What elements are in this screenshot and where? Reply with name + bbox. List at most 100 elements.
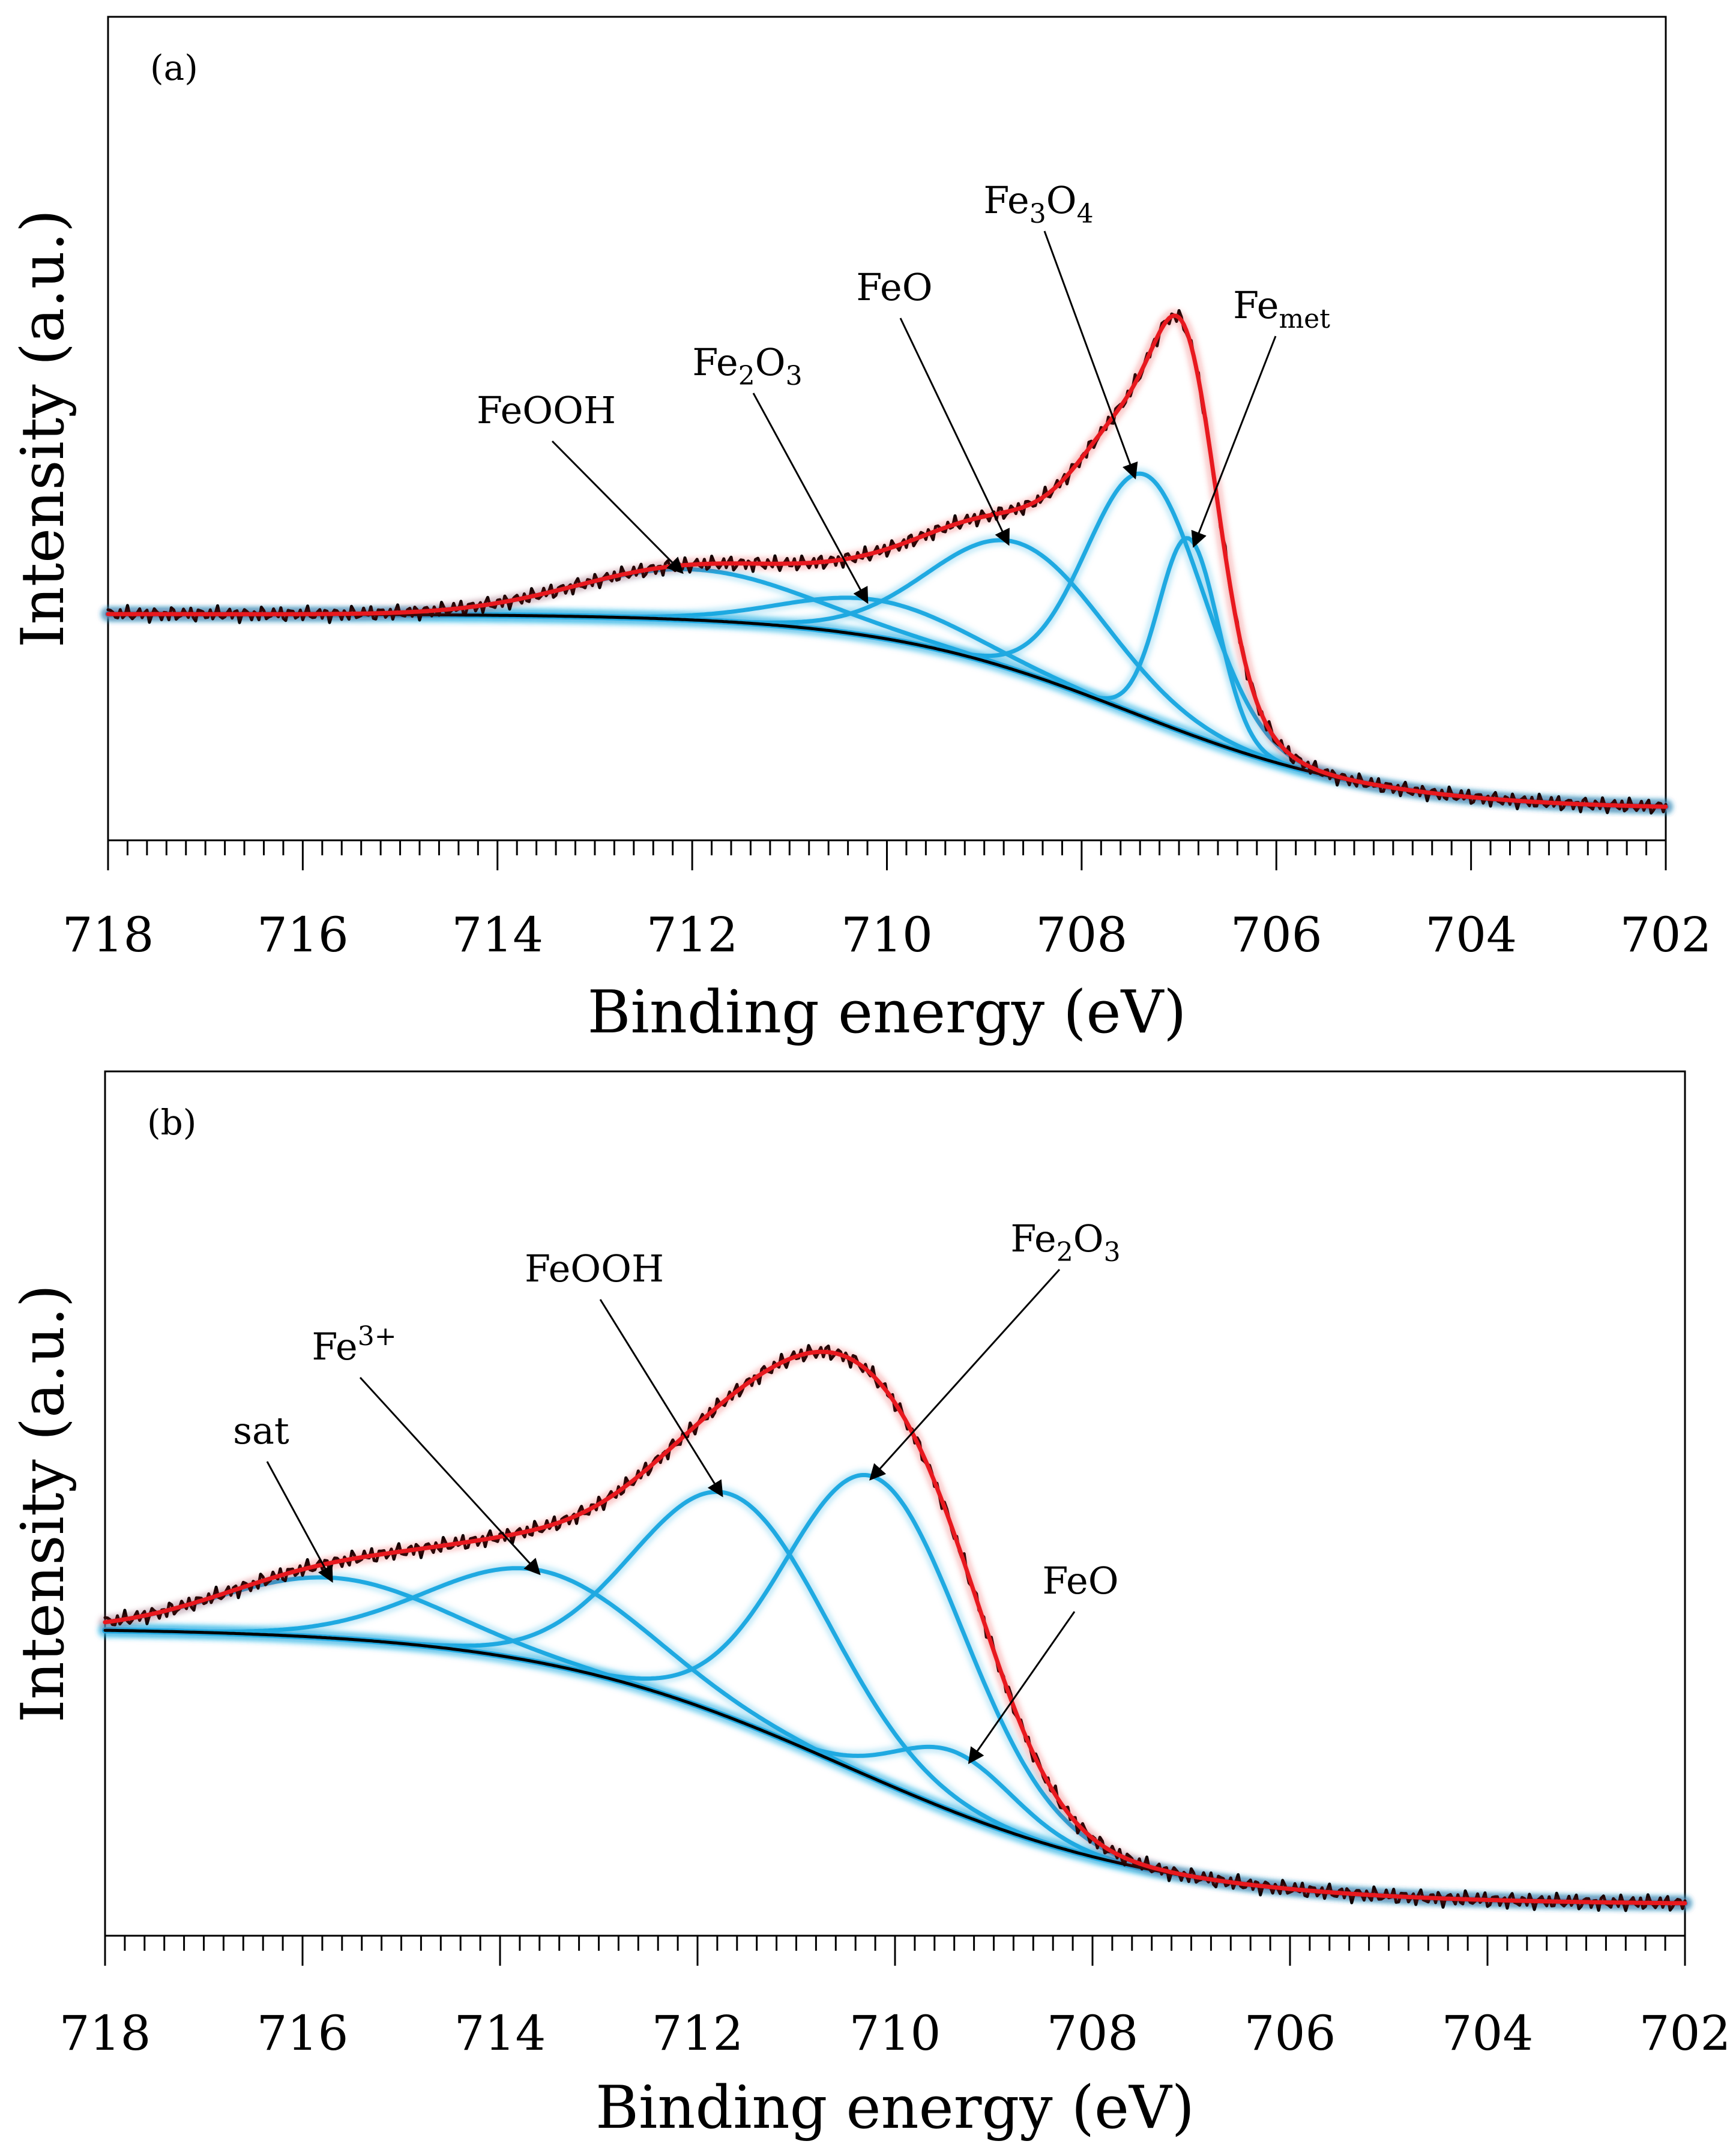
x-tick-label: 714 — [451, 907, 543, 963]
annotation-fe2o3: Fe2​O3​ — [869, 1217, 1121, 1481]
label-text: FeOOH — [477, 388, 616, 432]
component-glow — [100, 1625, 1690, 1908]
plot-frame — [104, 1070, 1686, 1937]
panel-a: (a) 718 716 714 712 710 708 706 704 702 Binding en… — [9, 16, 1712, 1047]
x-tick-label: 702 — [1639, 2005, 1731, 2061]
label-text: FeOOH — [525, 1247, 664, 1290]
annotation-arrow — [968, 1611, 1076, 1765]
label-text: sat — [233, 1409, 289, 1453]
component-glow — [103, 535, 1671, 812]
x-tick-label: 716 — [257, 2005, 349, 2061]
component-feo — [106, 538, 1668, 809]
annotation-feo: FeO — [856, 265, 1010, 546]
label-subscript: 3 — [1104, 1237, 1121, 1268]
label-subscript: 4 — [1077, 199, 1094, 229]
x-tick-label: 704 — [1442, 2005, 1534, 2061]
x-tick-label: 712 — [646, 907, 738, 963]
label-superscript: 3+ — [358, 1321, 397, 1352]
annotation-label: Fe3+​ — [312, 1321, 396, 1369]
fit-envelope — [103, 1349, 1687, 1906]
y-axis-title: Intensity (a.u.) — [9, 1284, 77, 1723]
annotation-label: FeO — [856, 265, 932, 309]
annotation-feooh: FeOOH — [525, 1247, 723, 1498]
label-text: Fe — [1010, 1217, 1056, 1260]
background-blue — [102, 1627, 1688, 1906]
annotation-feooh: FeOOH — [477, 388, 684, 574]
y-axis-title: Intensity (a.u.) — [9, 209, 77, 648]
label-subscript: met — [1279, 304, 1330, 334]
background-line — [103, 1628, 1687, 1905]
background-glow — [98, 1624, 1692, 1910]
component-fe2o3 — [103, 1473, 1687, 1906]
annotation-arrow — [599, 1299, 723, 1498]
x-axis-ticks — [107, 840, 1667, 870]
label-text-2: O — [1046, 178, 1077, 222]
x-tick-label: 718 — [62, 907, 154, 963]
measured-spectrum — [106, 309, 1668, 815]
label-subscript: 3 — [786, 361, 803, 391]
component-glow — [100, 1470, 1690, 1908]
curves — [98, 1344, 1692, 1912]
x-tick-label: 718 — [59, 2005, 151, 2061]
label-text: Fe — [312, 1325, 357, 1369]
x-tick-label: 706 — [1231, 907, 1322, 963]
annotation-label: Fe3​O4​ — [983, 178, 1093, 229]
measured-spectrum — [103, 1344, 1687, 1912]
x-tick-label: 714 — [454, 2005, 546, 2061]
envelope-glow — [103, 310, 1671, 813]
annotation-arrow — [1191, 336, 1277, 548]
component-glow — [100, 1487, 1690, 1908]
label-subscript: 3 — [1029, 199, 1046, 229]
x-axis-ticks — [104, 1936, 1686, 1966]
x-tick-label: 704 — [1425, 907, 1517, 963]
x-tick-label: 716 — [257, 907, 349, 963]
label-subscript: 2 — [738, 361, 755, 391]
annotation-label: FeOOH — [477, 388, 616, 432]
annotation-fe3o4: Fe3​O4​ — [983, 178, 1138, 480]
envelope-glow — [100, 1346, 1690, 1909]
x-axis-title: Binding energy (eV) — [595, 2074, 1195, 2142]
annotation-fe3plus: Fe3+​ — [312, 1321, 541, 1576]
annotation-arrow — [359, 1376, 541, 1576]
x-tick-label: 712 — [652, 2005, 744, 2061]
annotation-arrow — [869, 1268, 1061, 1481]
label-text: FeO — [1042, 1559, 1118, 1603]
label-text-2: O — [1073, 1217, 1104, 1260]
label-subscript: 2 — [1056, 1237, 1073, 1268]
x-axis-title: Binding energy (eV) — [588, 978, 1187, 1047]
fit-envelope — [106, 313, 1668, 809]
annotation-arrow — [551, 440, 684, 574]
annotation-label: Fe2​O3​ — [1010, 1217, 1120, 1268]
component-glow — [103, 533, 1671, 812]
label-text-2: O — [755, 340, 786, 384]
component-femet — [106, 536, 1668, 809]
annotation-label: FeOOH — [525, 1247, 664, 1290]
label-text: Fe — [1233, 283, 1279, 327]
x-tick-label: 702 — [1620, 907, 1712, 963]
annotation-label: Femet​ — [1233, 283, 1330, 334]
x-tick-label: 708 — [1036, 907, 1128, 963]
annotation-label: FeO — [1042, 1559, 1118, 1603]
annotation-sat: sat — [233, 1409, 333, 1583]
component-feooh — [103, 1490, 1687, 1906]
label-text: FeO — [856, 265, 932, 309]
annotation-arrow — [266, 1461, 333, 1583]
plot-frame — [107, 16, 1667, 842]
label-text: Fe — [692, 340, 738, 384]
annotation-femet: Femet​ — [1191, 283, 1330, 548]
label-text: Fe — [983, 178, 1029, 222]
x-tick-label: 706 — [1244, 2005, 1336, 2061]
x-tick-label: 710 — [841, 907, 933, 963]
component-feo — [103, 1628, 1687, 1906]
annotation-arrow — [752, 393, 869, 604]
annotation-arrow — [1043, 230, 1138, 480]
x-tick-label: 708 — [1047, 2005, 1139, 2061]
panel-label: (b) — [147, 1102, 196, 1143]
annotation-arrow — [899, 318, 1010, 546]
annotation-label: Fe2​O3​ — [692, 340, 802, 391]
annotation-fe2o3: Fe2​O3​ — [692, 340, 869, 604]
annotation-label: sat — [233, 1409, 289, 1453]
x-tick-label: 710 — [849, 2005, 941, 2061]
panel-b: (b) 718 716 714 712 710 708 706 704 702 Binding en… — [9, 1070, 1731, 2142]
